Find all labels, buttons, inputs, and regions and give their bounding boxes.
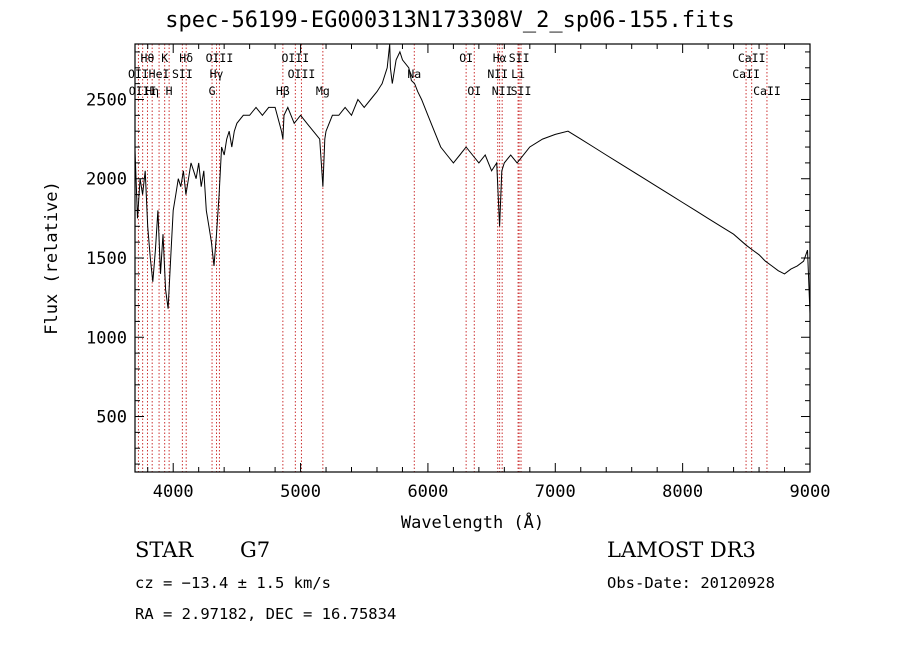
x-tick-label: 6000 [407,482,448,502]
y-tick-label: 2000 [86,170,127,190]
line-label: Hθ [141,51,155,65]
x-tick-label: 5000 [280,482,321,502]
line-label: OII [128,67,149,81]
axis-ticks: 4000 5000 6000 7000 8000 9000 500 1000 1500 2000 2… [86,44,830,502]
line-label: SII [511,84,532,98]
spectrum-line [134,43,811,314]
x-tick-label: 9000 [790,482,831,502]
y-tick-label: 1500 [86,249,127,269]
y-tick-label: 500 [96,408,127,428]
line-label: Hα [493,51,507,65]
object-subclass: G7 [240,538,271,562]
survey-name: LAMOST DR3 [607,538,756,562]
x-tick-label: 4000 [153,482,194,502]
line-label: SII [172,67,193,81]
line-label: Hγ [210,67,224,81]
coordinates: RA = 2.97182, DEC = 16.75834 [135,605,397,623]
line-markers [137,44,768,472]
line-label: Mg [316,84,330,98]
line-label: OI [467,84,481,98]
x-axis-label: Wavelength (Å) [401,511,544,533]
x-tick-label: 8000 [662,482,703,502]
line-label: OIII [129,84,157,98]
line-label: K [161,51,168,65]
chart-title: spec-56199-EG000313N173308V_2_sp06-155.f… [165,8,735,33]
line-label: NII [487,67,508,81]
line-label: OIII [281,51,309,65]
line-label: Hη [145,84,159,98]
line-label: CaII [732,67,760,81]
redshift-info: cz = −13.4 ± 1.5 km/s [135,574,331,592]
line-label: SII [509,51,530,65]
line-label: OIII [206,51,234,65]
line-label: CaII [753,84,781,98]
line-label: Hδ [179,51,193,65]
object-class: STAR [135,538,194,562]
line-label: OIII [288,67,316,81]
x-tick-label: 7000 [535,482,576,502]
line-label: HeI [149,67,170,81]
line-label: Hβ [276,84,290,98]
line-label: OI [459,51,473,65]
y-tick-label: 2500 [86,90,127,110]
line-label: Li [511,67,525,81]
line-label: NII [492,84,513,98]
obs-date: Obs-Date: 20120928 [607,574,775,592]
y-tick-label: 1000 [86,328,127,348]
line-label: CaII [738,51,766,65]
line-label: H [166,84,173,98]
y-axis-label: Flux (relative) [42,181,62,335]
plot-frame [134,43,811,473]
line-label: G [209,84,216,98]
